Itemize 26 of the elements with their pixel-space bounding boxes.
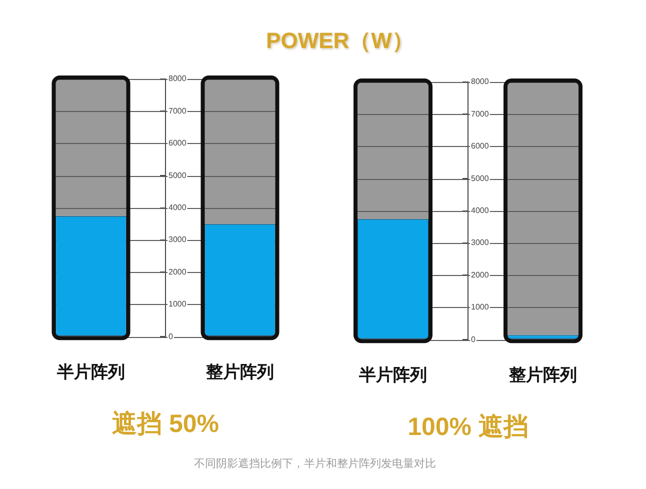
y-tick-label: 4000 <box>471 206 490 216</box>
y-tick-label: 7000 <box>471 109 490 118</box>
x-tick-label: 半片阵列 <box>358 365 427 384</box>
y-tick-label: 5000 <box>471 174 490 183</box>
x-tick-label: 整片阵列 <box>205 362 274 382</box>
y-tick-label: 4000 <box>168 203 187 212</box>
x-axis-title: 遮挡 50% <box>112 410 219 438</box>
y-tick-label: 7000 <box>168 106 187 116</box>
y-tick-label: 5000 <box>168 170 187 180</box>
y-tick-label: 8000 <box>471 77 490 86</box>
y-tick-label: 0 <box>168 332 174 341</box>
text: 不同阴影遮挡比例下，半片和整片阵列发电量对比 <box>194 456 436 471</box>
y-tick-label: 1000 <box>471 302 490 312</box>
y-tick-label: 8000 <box>168 74 187 84</box>
y-tick-label: 0 <box>471 334 476 344</box>
x-tick-label: 整片阵列 <box>508 365 577 384</box>
y-tick-label: 1000 <box>168 300 187 309</box>
text: POWER（W） <box>266 27 414 55</box>
x-axis-title: 100% 遮挡 <box>408 412 528 441</box>
x-tick-label: 半片阵列 <box>56 362 125 382</box>
y-tick-label: 3000 <box>471 238 490 248</box>
y-tick-label: 2000 <box>168 267 187 276</box>
y-tick-label: 6000 <box>471 142 490 151</box>
y-tick-label: 3000 <box>168 235 187 244</box>
y-tick-label: 2000 <box>471 270 490 280</box>
y-tick-label: 6000 <box>168 138 187 148</box>
